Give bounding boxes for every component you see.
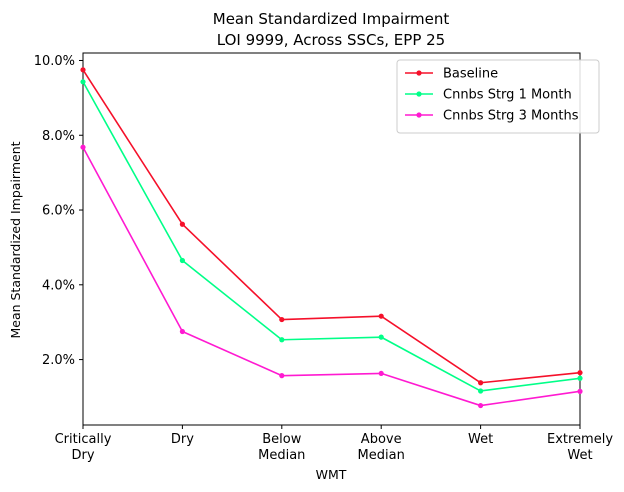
series-2: [80, 79, 583, 394]
y-axis: 2.0% 4.0% 6.0% 8.0% 10.0%: [34, 54, 83, 368]
x-tick-label: Dry: [171, 432, 194, 447]
y-tick-label: 2.0%: [42, 353, 75, 368]
x-axis-label: WMT: [316, 467, 347, 482]
x-tick-label-line: Median: [358, 448, 405, 463]
legend-swatch-marker: [416, 70, 422, 76]
y-tick-label: 4.0%: [42, 278, 75, 293]
data-point: [577, 388, 583, 394]
plot-frame: [82, 52, 581, 426]
legend-swatch-marker: [416, 112, 422, 118]
y-axis-label: Mean Standardized Impairment: [8, 141, 23, 338]
x-tick-label: Critically Dry: [55, 432, 112, 463]
data-point: [478, 388, 484, 394]
data-point: [378, 370, 384, 377]
data-point: [179, 257, 185, 264]
x-tick-label: Wet: [468, 432, 493, 447]
data-point: [577, 370, 583, 376]
legend-item: Baseline: [405, 67, 498, 82]
plot-area: [82, 52, 581, 426]
data-point: [80, 67, 86, 73]
legend: Baseline Cnnbs Strg 1 Month Cnnbs Strg 3 M…: [396, 59, 600, 134]
data-point: [179, 328, 185, 335]
x-tick-label-line: Wet: [567, 448, 592, 463]
x-tick-label: Above Median: [358, 432, 405, 463]
legend-frame: [396, 59, 600, 134]
data-point: [279, 373, 285, 379]
legend-item: Cnnbs Strg 1 Month: [405, 88, 572, 103]
y-tick-label: 10.0%: [34, 54, 75, 69]
x-tick-label-line: Below: [262, 432, 301, 447]
series-line: [82, 69, 581, 384]
legend-swatch-marker: [416, 91, 422, 97]
data-point: [80, 79, 86, 85]
data-point: [378, 313, 384, 319]
data-point: [179, 221, 185, 227]
chart-title-line-2: LOI 9999, Across SSCs, EPP 25: [217, 31, 445, 49]
series-line: [82, 81, 581, 392]
legend-label: Baseline: [443, 67, 498, 82]
series-group: [80, 67, 583, 409]
x-tick-label-line: Critically: [55, 432, 112, 447]
legend-label: Cnnbs Strg 1 Month: [443, 88, 572, 103]
x-tick-label: Extremely Wet: [547, 432, 613, 463]
x-tick-label-line: Median: [258, 448, 305, 463]
data-point: [577, 375, 583, 381]
x-tick-label-line: Extremely: [547, 432, 613, 447]
data-point: [80, 144, 86, 150]
series-line: [82, 146, 581, 407]
y-tick-label: 8.0%: [42, 129, 75, 144]
y-tick-label: 6.0%: [42, 204, 75, 219]
legend-label: Cnnbs Strg 3 Months: [443, 109, 579, 124]
legend-item: Cnnbs Strg 3 Months: [405, 109, 579, 124]
x-tick-label-line: Dry: [71, 448, 94, 463]
x-tick-label-line: Above: [361, 432, 402, 447]
series-3: [80, 144, 583, 409]
x-tick-label-line: Wet: [468, 432, 493, 447]
x-tick-label-line: Dry: [171, 432, 194, 447]
data-point: [478, 380, 484, 386]
x-tick-label: Below Median: [258, 432, 305, 463]
data-point: [279, 337, 285, 343]
series-1: [80, 67, 583, 386]
data-point: [478, 402, 484, 409]
data-point: [378, 334, 384, 340]
chart-title-line-1: Mean Standardized Impairment: [213, 10, 450, 28]
data-point: [279, 316, 285, 323]
